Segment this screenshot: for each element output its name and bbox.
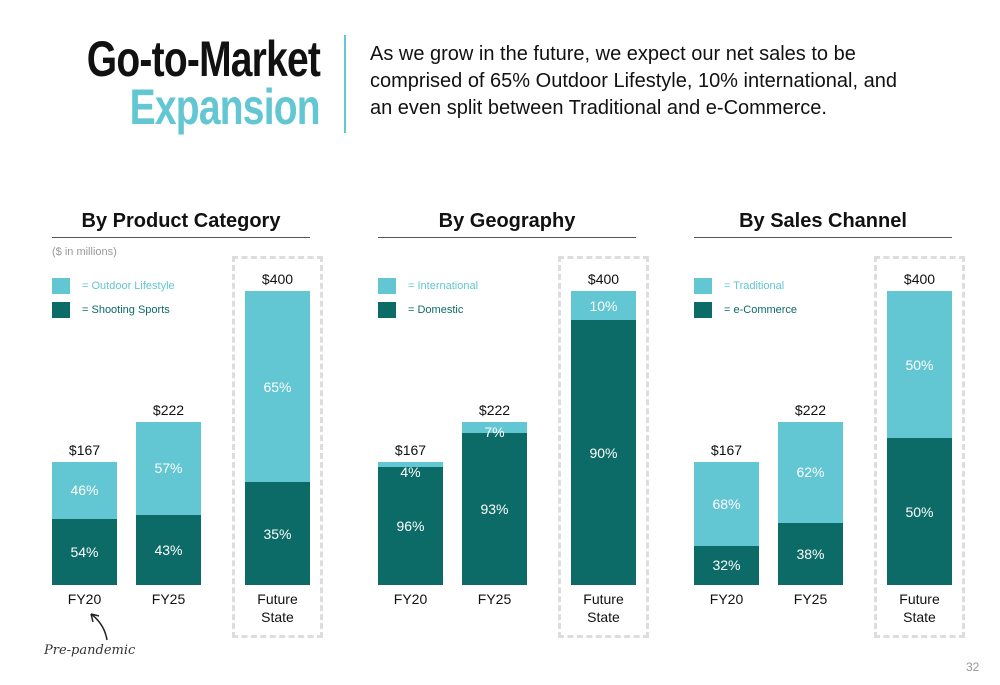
- description: As we grow in the future, we expect our …: [370, 43, 897, 119]
- segment-label: 96%: [396, 518, 425, 535]
- bar-segment: [778, 522, 843, 585]
- legend-swatch: [52, 302, 70, 318]
- bar-segment: [245, 291, 310, 483]
- title-underline: [694, 237, 952, 238]
- legend-label: Traditional: [724, 280, 784, 292]
- legend-label: Shooting Sports: [82, 304, 169, 316]
- total-label: $167: [710, 442, 743, 459]
- segment-label: 57%: [154, 460, 183, 477]
- unit-note: ($ in millions): [52, 246, 117, 258]
- segment-label: 43%: [154, 541, 183, 558]
- annotation: Pre-pandemic: [44, 643, 136, 658]
- total-label: $222: [794, 401, 827, 418]
- bar-segment: [52, 518, 117, 585]
- segment-label: 7%: [484, 423, 505, 440]
- chart-title: By Geography: [438, 210, 576, 232]
- total-label: $222: [152, 401, 185, 418]
- bar-segment: [887, 291, 952, 438]
- category-label: FY25: [477, 591, 512, 607]
- total-label: $222: [478, 401, 511, 418]
- legend-swatch: [694, 278, 712, 294]
- divider: [344, 35, 346, 133]
- total-label: $167: [68, 442, 101, 459]
- legend-label: International: [408, 280, 478, 292]
- legend-label: e-Commerce: [724, 304, 797, 316]
- segment-label: 50%: [905, 356, 934, 373]
- annotation-arrow: [90, 613, 108, 641]
- segment-label: 46%: [70, 482, 99, 499]
- chart-title: By Product Category: [81, 210, 281, 232]
- bar-segment: [571, 291, 636, 321]
- bar-segment: [462, 421, 527, 434]
- bar-segment: [378, 467, 443, 585]
- legend-swatch: [378, 302, 396, 318]
- chart-title: By Sales Channel: [739, 210, 907, 232]
- category-label: Future State: [899, 591, 940, 625]
- highlight-frame: [874, 256, 965, 638]
- category-label: FY20: [67, 591, 102, 607]
- bar-segment: [136, 514, 201, 585]
- bar-segment: [694, 462, 759, 546]
- total-label: $400: [261, 271, 294, 287]
- page-number: 32: [966, 660, 980, 674]
- segment-label: 38%: [796, 545, 825, 562]
- bar-segment: [462, 433, 527, 585]
- total-label: $400: [903, 271, 936, 287]
- title-line1: Go-to-Market: [86, 31, 321, 87]
- highlight-frame: [558, 256, 649, 638]
- legend-label: Domestic: [408, 304, 463, 316]
- total-label: $400: [587, 271, 620, 287]
- title-underline: [52, 237, 310, 238]
- category-label: FY20: [709, 591, 744, 607]
- legend-swatch: [694, 302, 712, 318]
- category-label: FY25: [793, 591, 828, 607]
- segment-label: 32%: [712, 557, 741, 574]
- category-label: Future State: [583, 591, 624, 625]
- legend-swatch: [52, 278, 70, 294]
- segment-label: 54%: [70, 543, 99, 560]
- legend-swatch: [378, 278, 396, 294]
- title-line2: Expansion: [129, 79, 321, 135]
- segment-label: 10%: [589, 297, 618, 314]
- bar-segment: [52, 462, 117, 519]
- segment-label: 93%: [480, 501, 509, 518]
- bar-segment: [778, 421, 843, 523]
- segment-label: 65%: [263, 378, 292, 395]
- bar-segment: [378, 462, 443, 468]
- category-label: FY25: [151, 591, 186, 607]
- segment-label: 62%: [796, 464, 825, 481]
- segment-label: 90%: [589, 444, 618, 461]
- bar-segment: [571, 320, 636, 585]
- total-label: $167: [394, 442, 427, 459]
- bar-segment: [694, 545, 759, 585]
- segment-label: 4%: [400, 464, 421, 481]
- title-underline: [378, 237, 636, 238]
- bar-segment: [245, 482, 310, 585]
- legend-label: Outdoor Lifestyle: [82, 280, 174, 292]
- highlight-frame: [232, 256, 323, 638]
- segment-label: 50%: [905, 503, 934, 520]
- bar-segment: [136, 421, 201, 515]
- segment-label: 35%: [263, 525, 292, 542]
- segment-label: 68%: [712, 495, 741, 512]
- bar-segment: [887, 438, 952, 585]
- category-label: FY20: [393, 591, 428, 607]
- category-label: Future State: [257, 591, 298, 625]
